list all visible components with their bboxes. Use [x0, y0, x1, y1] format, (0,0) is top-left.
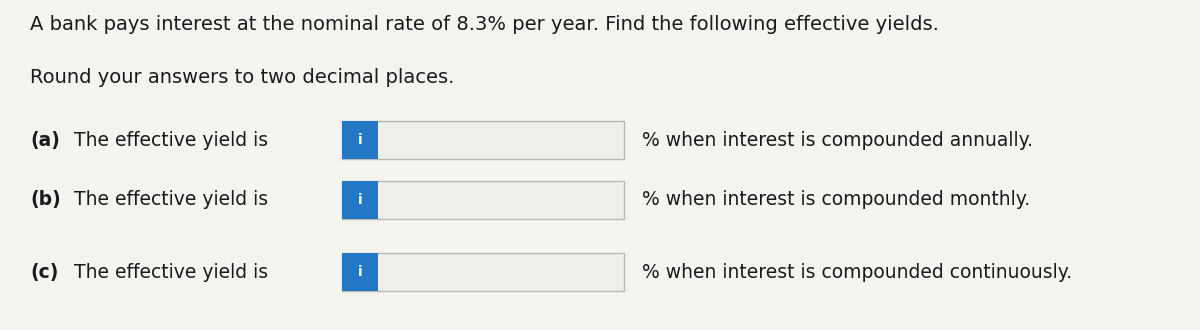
Text: % when interest is compounded continuously.: % when interest is compounded continuous… — [642, 263, 1072, 282]
Text: i: i — [358, 133, 362, 147]
Text: The effective yield is: The effective yield is — [68, 131, 269, 150]
FancyBboxPatch shape — [342, 121, 624, 159]
Text: A bank pays interest at the nominal rate of 8.3% per year. Find the following ef: A bank pays interest at the nominal rate… — [30, 15, 938, 34]
FancyBboxPatch shape — [342, 253, 378, 291]
Text: (b): (b) — [30, 190, 61, 209]
Text: i: i — [358, 193, 362, 207]
Text: The effective yield is: The effective yield is — [68, 263, 269, 282]
Text: i: i — [358, 265, 362, 279]
FancyBboxPatch shape — [342, 181, 378, 218]
Text: (c): (c) — [30, 263, 59, 282]
Text: % when interest is compounded annually.: % when interest is compounded annually. — [642, 131, 1033, 150]
FancyBboxPatch shape — [342, 121, 378, 159]
Text: The effective yield is: The effective yield is — [68, 190, 269, 209]
Text: (a): (a) — [30, 131, 60, 150]
FancyBboxPatch shape — [342, 253, 624, 291]
FancyBboxPatch shape — [342, 181, 624, 218]
Text: Round your answers to two decimal places.: Round your answers to two decimal places… — [30, 68, 455, 87]
Text: % when interest is compounded monthly.: % when interest is compounded monthly. — [642, 190, 1030, 209]
